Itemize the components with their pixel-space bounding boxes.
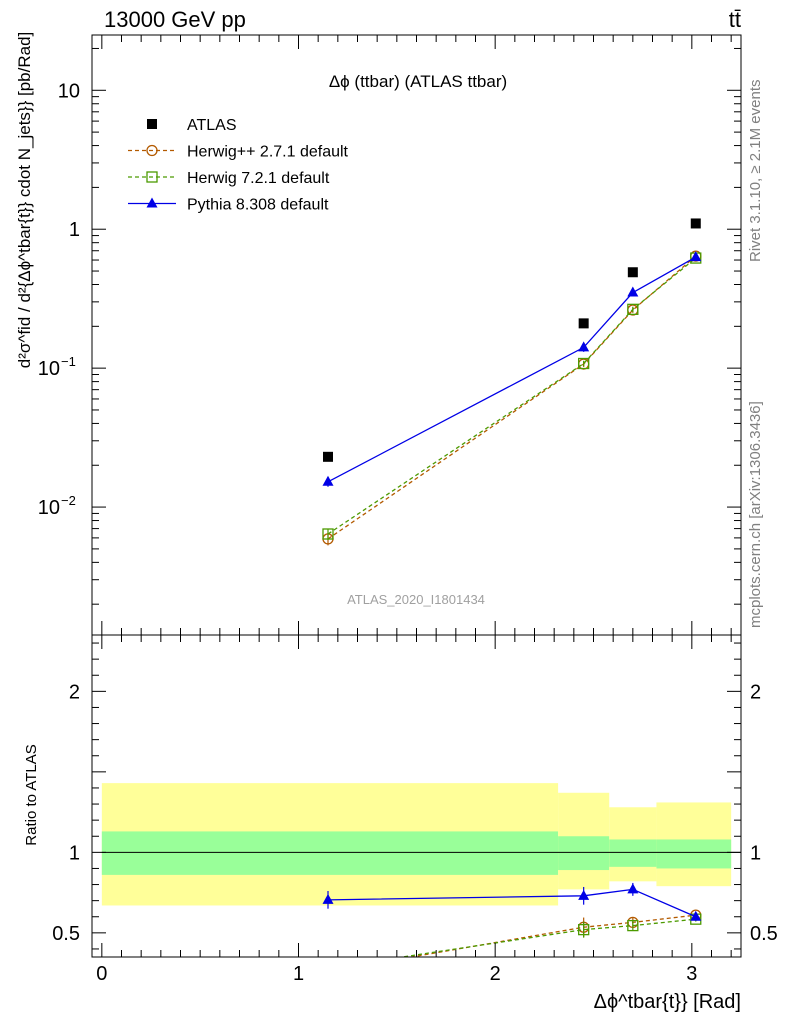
series-0 bbox=[323, 218, 701, 462]
legend-marker bbox=[147, 119, 157, 129]
x-tick-label: 3 bbox=[686, 963, 697, 985]
ratio-series-line bbox=[407, 914, 696, 957]
ratio-y-tick-label-right: 0.5 bbox=[750, 923, 778, 945]
data-point bbox=[322, 475, 334, 486]
main-y-axis-label: d²σ^fid / d²{Δϕ^tbar{t}} cdot N_jets}} [… bbox=[15, 32, 34, 369]
process-label: tt̄ bbox=[729, 7, 741, 32]
ratio-y-tick-label-right: 2 bbox=[750, 681, 761, 703]
uncertainty-band-inner bbox=[656, 839, 732, 869]
y-tick-label: 10 bbox=[38, 358, 60, 380]
uncertainty-band-inner bbox=[558, 836, 610, 871]
ratio-series-line bbox=[398, 918, 696, 957]
ratio-y-tick-label: 1 bbox=[69, 842, 80, 864]
data-point bbox=[578, 318, 589, 329]
data-point bbox=[690, 251, 702, 262]
series-3 bbox=[322, 251, 702, 487]
ratio-series-2 bbox=[322, 882, 702, 921]
legend-marker bbox=[146, 197, 158, 208]
legend-label: Pythia 8.308 default bbox=[187, 197, 329, 214]
legend-marker bbox=[146, 171, 158, 183]
ratio-y-tick-label: 2 bbox=[69, 681, 80, 703]
x-tick-label: 1 bbox=[293, 963, 304, 985]
series-line bbox=[327, 257, 697, 535]
ratio-series-line bbox=[327, 888, 697, 918]
data-point bbox=[323, 451, 333, 462]
ratio-data-point bbox=[578, 889, 590, 900]
data-point bbox=[578, 341, 590, 352]
ratio-data-point bbox=[323, 963, 333, 973]
ratio-y-axis-label: Ratio to ATLAS bbox=[23, 744, 40, 845]
ratio-panel: 0.5 0.5 1 1 2 2 0 1 2 3 Ratio to ATLAS Δϕ^tbar{t}… bbox=[23, 634, 778, 1013]
energy-label: 13000 GeV pp bbox=[104, 7, 246, 32]
y-tick-exponent: −2 bbox=[61, 493, 76, 508]
data-point bbox=[627, 286, 639, 297]
rivet-label: Rivet 3.1.10, ≥ 2.1M events bbox=[747, 80, 764, 263]
ratio-y-tick-label: 0.5 bbox=[52, 923, 80, 945]
data-point bbox=[578, 357, 590, 370]
ratio-data-point bbox=[578, 923, 590, 936]
y-tick-label: 1 bbox=[69, 219, 80, 241]
data-point bbox=[627, 267, 638, 278]
x-axis-label: Δϕ^tbar{t}} [Rad] bbox=[594, 991, 741, 1013]
series-2 bbox=[322, 252, 702, 540]
analysis-label: ATLAS_2020_I1801434 bbox=[347, 592, 485, 607]
legend-label: Herwig++ 2.7.1 default bbox=[187, 144, 349, 161]
y-tick-label: 10 bbox=[58, 80, 80, 102]
ratio-y-tick-label-right: 1 bbox=[750, 842, 761, 864]
uncertainty-band-inner bbox=[101, 831, 559, 875]
series-line bbox=[327, 256, 697, 483]
x-tick-label: 0 bbox=[96, 963, 107, 985]
legend-label: ATLAS bbox=[187, 117, 237, 134]
ratio-data-point bbox=[322, 893, 334, 904]
y-tick-exponent: −1 bbox=[61, 354, 76, 369]
ratio-data-point bbox=[690, 910, 702, 921]
ratio-series-0 bbox=[323, 909, 702, 976]
mcplots-label: mcplots.cern.ch [arXiv:1306.3436] bbox=[747, 401, 764, 628]
data-point bbox=[322, 528, 334, 540]
ratio-data-point bbox=[627, 919, 639, 932]
ratio-series-1 bbox=[323, 913, 702, 973]
plot-title: Δϕ (ttbar) (ATLAS ttbar) bbox=[329, 72, 507, 91]
ratio-data-point bbox=[627, 883, 639, 894]
legend: ATLAS Herwig++ 2.7.1 default Herwig 7.2.1 … bbox=[128, 117, 349, 214]
series-1 bbox=[322, 250, 702, 546]
ratio-series-group bbox=[322, 882, 702, 976]
data-point bbox=[690, 218, 701, 229]
data-point bbox=[627, 303, 639, 315]
x-tick-label: 2 bbox=[490, 963, 501, 985]
legend-label: Herwig 7.2.1 default bbox=[187, 170, 330, 187]
uncertainty-band-inner bbox=[609, 839, 657, 867]
y-tick-label: 10 bbox=[38, 497, 60, 519]
legend-marker bbox=[146, 144, 158, 157]
ratio-data-point bbox=[323, 966, 333, 976]
